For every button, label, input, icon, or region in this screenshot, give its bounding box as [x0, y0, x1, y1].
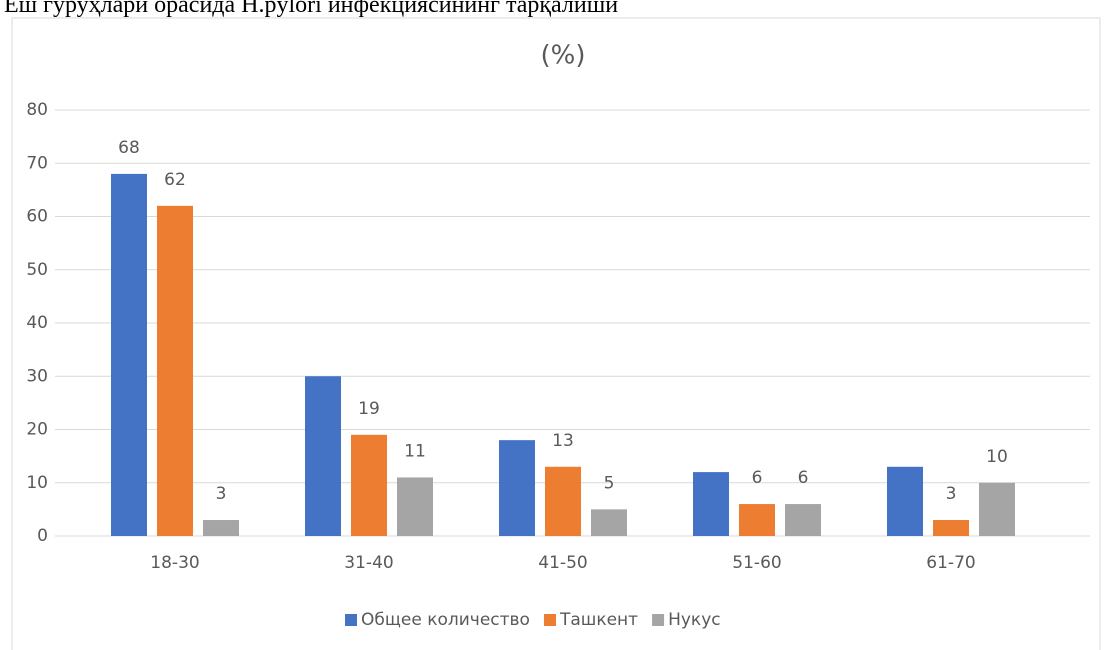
- x-tick-label: 18-30: [150, 553, 199, 573]
- bar: [785, 504, 821, 536]
- legend-label: Общее количество: [361, 610, 530, 630]
- legend-label: Нукус: [668, 610, 721, 630]
- x-tick-label: 41-50: [538, 553, 587, 573]
- bar: [305, 376, 341, 536]
- chart-title: (%): [541, 41, 586, 71]
- y-tick-label: 80: [26, 100, 48, 120]
- bar: [111, 173, 147, 536]
- bar: [203, 520, 239, 536]
- data-label: 68: [118, 138, 140, 158]
- y-tick-label: 0: [37, 526, 48, 546]
- x-tick-label: 51-60: [732, 553, 781, 573]
- data-label: 10: [986, 447, 1008, 467]
- y-tick-label: 50: [26, 260, 48, 280]
- legend-swatch: [345, 614, 357, 626]
- data-label: 3: [216, 484, 227, 504]
- data-label: 5: [604, 473, 615, 493]
- bar: [887, 466, 923, 536]
- bar: [933, 520, 969, 536]
- data-label: 11: [404, 441, 426, 461]
- x-tick-label: 31-40: [344, 553, 393, 573]
- bar: [979, 482, 1015, 536]
- bar: [739, 504, 775, 536]
- heading: Ёш гуруҳлари орасида H.pylori инфекцияси…: [4, 0, 618, 18]
- data-label: 6: [752, 468, 763, 488]
- bar: [397, 477, 433, 536]
- legend-label: Ташкент: [559, 610, 638, 630]
- data-label: 62: [164, 170, 186, 190]
- y-tick-label: 30: [26, 366, 48, 386]
- data-label: 13: [552, 431, 574, 451]
- y-tick-label: 60: [26, 207, 48, 227]
- data-label: 3: [946, 484, 957, 504]
- legend-swatch: [543, 614, 556, 626]
- y-tick-label: 10: [26, 473, 48, 493]
- data-label: 6: [798, 468, 809, 488]
- bar: [157, 205, 193, 536]
- bar: [591, 509, 627, 536]
- x-tick-label: 61-70: [926, 553, 975, 573]
- legend-swatch: [652, 614, 665, 626]
- y-tick-label: 70: [26, 153, 48, 173]
- bar: [351, 434, 387, 536]
- bar: [693, 472, 729, 536]
- bar: [545, 466, 581, 536]
- chart-frame: [11, 17, 1101, 650]
- y-tick-label: 40: [26, 313, 48, 333]
- y-tick-label: 20: [26, 420, 48, 440]
- data-label: 19: [358, 399, 380, 419]
- bar: [499, 440, 535, 536]
